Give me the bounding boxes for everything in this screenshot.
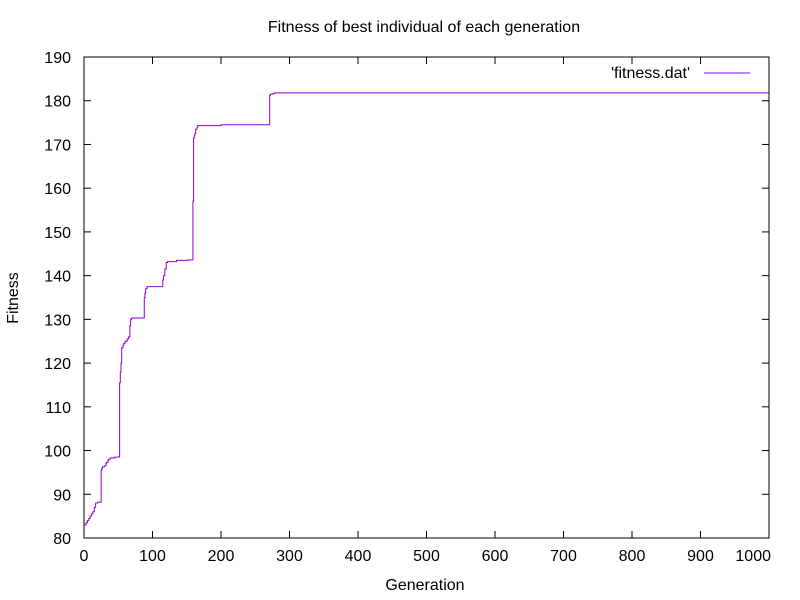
- legend-label: 'fitness.dat': [611, 65, 690, 82]
- y-tick-label: 190: [44, 50, 71, 67]
- y-tick-label: 130: [44, 312, 71, 329]
- series-line-fitness: [84, 92, 769, 526]
- y-tick-label: 150: [44, 225, 71, 242]
- x-tick-label: 1000: [735, 548, 771, 565]
- y-tick-label: 180: [44, 94, 71, 111]
- y-axis-label: Fitness: [5, 272, 22, 324]
- y-tick-label: 140: [44, 269, 71, 286]
- ticks-layer: 0 100 200 300 400 500 600 700 800 900 1000 80 90 100 1…: [44, 50, 771, 565]
- series-layer: [84, 92, 769, 526]
- y-tick-label: 90: [53, 487, 71, 504]
- y-tick-label: 120: [44, 356, 71, 373]
- x-tick-label: 200: [208, 548, 235, 565]
- x-tick-label: 500: [413, 548, 440, 565]
- x-tick-label: 300: [276, 548, 303, 565]
- x-tick-label: 0: [80, 548, 89, 565]
- x-tick-label: 800: [619, 548, 646, 565]
- x-axis-label: Generation: [385, 577, 464, 594]
- y-tick-label: 110: [45, 400, 71, 417]
- y-tick-label: 160: [44, 181, 71, 198]
- x-tick-label: 900: [687, 548, 714, 565]
- x-tick-label: 400: [345, 548, 372, 565]
- y-tick-label: 80: [53, 531, 71, 548]
- x-tick-label: 100: [139, 548, 166, 565]
- y-tick-label: 100: [44, 444, 71, 461]
- plot-frame: [83, 56, 770, 539]
- legend: 'fitness.dat': [611, 65, 750, 82]
- chart-title: Fitness of best individual of each gener…: [268, 19, 580, 36]
- y-tick-label: 170: [44, 137, 71, 154]
- x-tick-label: 700: [550, 548, 577, 565]
- x-tick-label: 600: [482, 548, 509, 565]
